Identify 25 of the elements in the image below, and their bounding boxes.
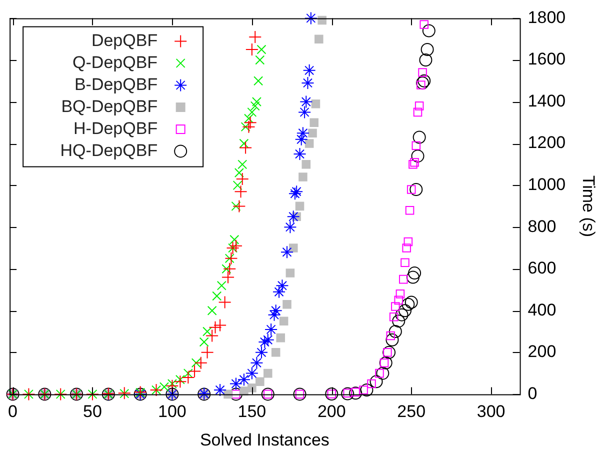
x-tick-label: 150 xyxy=(238,402,266,422)
legend-label: BQ-DepQBF xyxy=(61,96,158,116)
y-tick-label: 1600 xyxy=(528,50,566,69)
legend-label: DepQBF xyxy=(91,30,158,50)
y-tick-label: 200 xyxy=(528,342,556,362)
x-tick-label: 100 xyxy=(158,402,186,422)
y-tick-label: 0 xyxy=(528,384,538,403)
x-tick-label: 200 xyxy=(317,402,346,422)
x-tick-label: 0 xyxy=(8,402,18,422)
x-tick-label: 50 xyxy=(83,402,102,422)
legend-label: H-DepQBF xyxy=(74,118,158,138)
x-tick-label: 250 xyxy=(397,402,426,422)
y-tick-label: 1800 xyxy=(528,8,566,27)
y-tick-label: 800 xyxy=(528,216,556,236)
y-tick-label: 1200 xyxy=(528,133,566,152)
x-tick-label: 300 xyxy=(476,402,506,422)
y-tick-label: 1400 xyxy=(528,91,566,110)
y-axis-title: Time (s) xyxy=(579,175,598,238)
y-tick-label: 600 xyxy=(528,258,556,278)
legend-label: Q-DepQBF xyxy=(72,52,158,72)
y-tick-label: 400 xyxy=(528,300,556,320)
x-axis-title: Solved Instances xyxy=(200,430,330,450)
legend-label: B-DepQBF xyxy=(74,74,158,94)
legend-label: HQ-DepQBF xyxy=(60,140,158,160)
y-tick-label: 1000 xyxy=(528,175,566,194)
